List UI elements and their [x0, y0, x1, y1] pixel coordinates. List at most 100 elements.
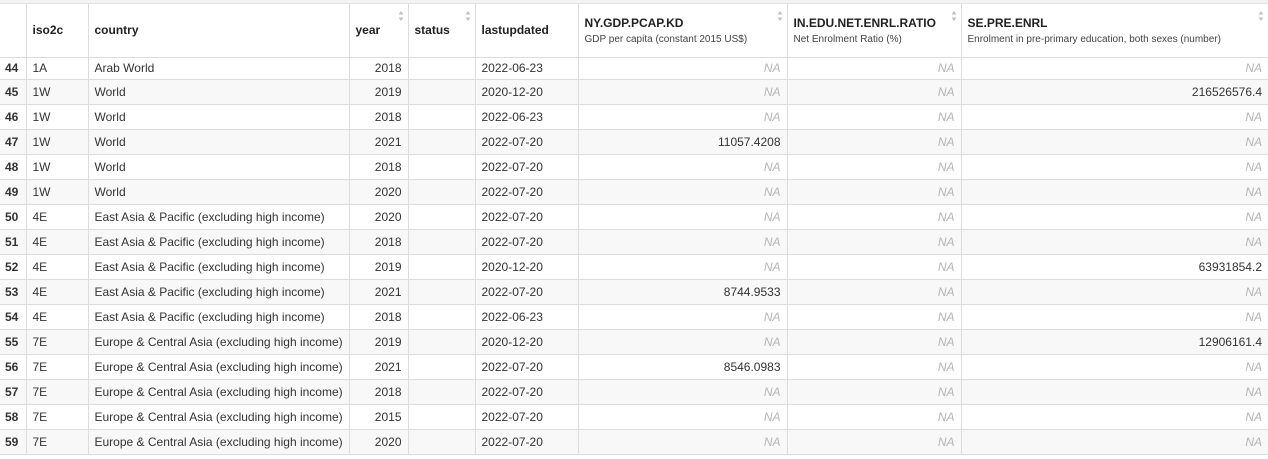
column-label: GDP per capita (constant 2015 US$) [584, 33, 748, 45]
cell-enrl-ratio: NA [787, 79, 962, 105]
cell-country: Europe & Central Asia (excluding high in… [88, 379, 350, 405]
cell-year: 2018 [349, 57, 409, 80]
cell-status [408, 104, 476, 130]
cell-iso2c: 7E [26, 329, 89, 355]
table-row[interactable]: 46 1W World 2018 2022-06-23 NA NA NA [0, 104, 1268, 130]
column-name: lastupdated [481, 23, 549, 38]
cell-pre-enrl: 12906161.4 [961, 329, 1268, 355]
row-number: 45 [0, 79, 27, 105]
cell-status [408, 79, 476, 105]
table-row[interactable]: 49 1W World 2020 2022-07-20 NA NA NA [0, 179, 1268, 205]
cell-iso2c: 1W [26, 79, 89, 105]
cell-year: 2018 [349, 379, 409, 405]
cell-enrl-ratio: NA [787, 179, 962, 205]
viewer-top-strip [0, 0, 1268, 4]
cell-enrl-ratio: NA [787, 104, 962, 130]
sort-arrows-icon[interactable] [398, 10, 404, 22]
cell-lastupdated: 2022-07-20 [475, 204, 579, 230]
table-row[interactable]: 53 4E East Asia & Pacific (excluding high … [0, 279, 1268, 305]
cell-country: Arab World [88, 57, 350, 80]
cell-status [408, 304, 476, 330]
cell-pre-enrl: NA [961, 179, 1268, 205]
column-header-gdp[interactable]: NY.GDP.PCAP.KD GDP per capita (constant … [578, 4, 788, 58]
sort-arrows-icon[interactable] [951, 10, 957, 22]
cell-gdp: NA [578, 154, 788, 180]
cell-year: 2020 [349, 429, 409, 455]
cell-status [408, 129, 476, 155]
sort-arrows-icon[interactable] [465, 10, 471, 22]
column-header-country[interactable]: country [88, 4, 350, 58]
table-row[interactable]: 51 4E East Asia & Pacific (excluding high … [0, 229, 1268, 255]
table-row[interactable]: 45 1W World 2019 2020-12-20 NA NA 216526576.4 [0, 79, 1268, 105]
column-header-enrl-ratio[interactable]: IN.EDU.NET.ENRL.RATIO Net Enrolment Rati… [787, 4, 962, 58]
cell-gdp: NA [578, 204, 788, 230]
table-row[interactable]: 59 7E Europe & Central Asia (excluding hig… [0, 429, 1268, 455]
cell-country: East Asia & Pacific (excluding high inco… [88, 304, 350, 330]
row-number: 53 [0, 279, 27, 305]
table-row[interactable]: 55 7E Europe & Central Asia (excluding hig… [0, 329, 1268, 355]
table-body: 44 1A Arab World 2018 2022-06-23 NA NA NA 45 1W Wo… [0, 57, 1268, 455]
cell-lastupdated: 2022-06-23 [475, 57, 579, 80]
cell-status [408, 429, 476, 455]
cell-year: 2019 [349, 254, 409, 280]
cell-enrl-ratio: NA [787, 254, 962, 280]
cell-gdp: NA [578, 404, 788, 430]
cell-country: World [88, 179, 350, 205]
table-row[interactable]: 56 7E Europe & Central Asia (excluding hig… [0, 354, 1268, 380]
column-header-year[interactable]: year [349, 4, 409, 58]
table-row[interactable]: 48 1W World 2018 2022-07-20 NA NA NA [0, 154, 1268, 180]
table-row[interactable]: 57 7E Europe & Central Asia (excluding hig… [0, 379, 1268, 405]
cell-pre-enrl: NA [961, 204, 1268, 230]
table-row[interactable]: 54 4E East Asia & Pacific (excluding high … [0, 304, 1268, 330]
cell-gdp: NA [578, 304, 788, 330]
cell-lastupdated: 2022-07-20 [475, 129, 579, 155]
cell-year: 2020 [349, 179, 409, 205]
column-header-pre-enrl[interactable]: SE.PRE.ENRL Enrolment in pre-primary edu… [961, 4, 1268, 58]
cell-pre-enrl: 63931854.2 [961, 254, 1268, 280]
row-number: 48 [0, 154, 27, 180]
sort-arrows-icon[interactable] [1258, 10, 1264, 22]
cell-year: 2021 [349, 354, 409, 380]
table-row[interactable]: 52 4E East Asia & Pacific (excluding high … [0, 254, 1268, 280]
table-row[interactable]: 47 1W World 2021 2022-07-20 11057.4208 NA NA [0, 129, 1268, 155]
row-number: 50 [0, 204, 27, 230]
column-header-iso2c[interactable]: iso2c [26, 4, 89, 58]
cell-enrl-ratio: NA [787, 404, 962, 430]
cell-gdp: 8546.0983 [578, 354, 788, 380]
cell-year: 2019 [349, 79, 409, 105]
cell-enrl-ratio: NA [787, 229, 962, 255]
table-row[interactable]: 44 1A Arab World 2018 2022-06-23 NA NA NA [0, 57, 1268, 80]
cell-iso2c: 7E [26, 354, 89, 380]
cell-country: East Asia & Pacific (excluding high inco… [88, 279, 350, 305]
column-name: status [414, 23, 450, 38]
cell-status [408, 229, 476, 255]
column-header-status[interactable]: status [408, 4, 476, 58]
cell-country: Europe & Central Asia (excluding high in… [88, 329, 350, 355]
cell-status [408, 154, 476, 180]
cell-year: 2019 [349, 329, 409, 355]
table-row[interactable]: 50 4E East Asia & Pacific (excluding high … [0, 204, 1268, 230]
cell-status [408, 379, 476, 405]
cell-lastupdated: 2022-07-20 [475, 279, 579, 305]
column-name: year [355, 23, 381, 38]
cell-gdp: NA [578, 179, 788, 205]
cell-status [408, 254, 476, 280]
cell-pre-enrl: NA [961, 129, 1268, 155]
cell-lastupdated: 2022-07-20 [475, 229, 579, 255]
cell-enrl-ratio: NA [787, 329, 962, 355]
cell-year: 2021 [349, 279, 409, 305]
cell-gdp: 11057.4208 [578, 129, 788, 155]
cell-iso2c: 7E [26, 429, 89, 455]
row-number-header [0, 4, 27, 58]
cell-pre-enrl: NA [961, 429, 1268, 455]
table-row[interactable]: 58 7E Europe & Central Asia (excluding hig… [0, 404, 1268, 430]
sort-arrows-icon[interactable] [777, 10, 783, 22]
cell-status [408, 204, 476, 230]
row-number: 59 [0, 429, 27, 455]
column-header-lastupdated[interactable]: lastupdated [475, 4, 579, 58]
cell-country: Europe & Central Asia (excluding high in… [88, 404, 350, 430]
cell-year: 2018 [349, 104, 409, 130]
cell-country: East Asia & Pacific (excluding high inco… [88, 254, 350, 280]
cell-iso2c: 4E [26, 279, 89, 305]
cell-enrl-ratio: NA [787, 129, 962, 155]
